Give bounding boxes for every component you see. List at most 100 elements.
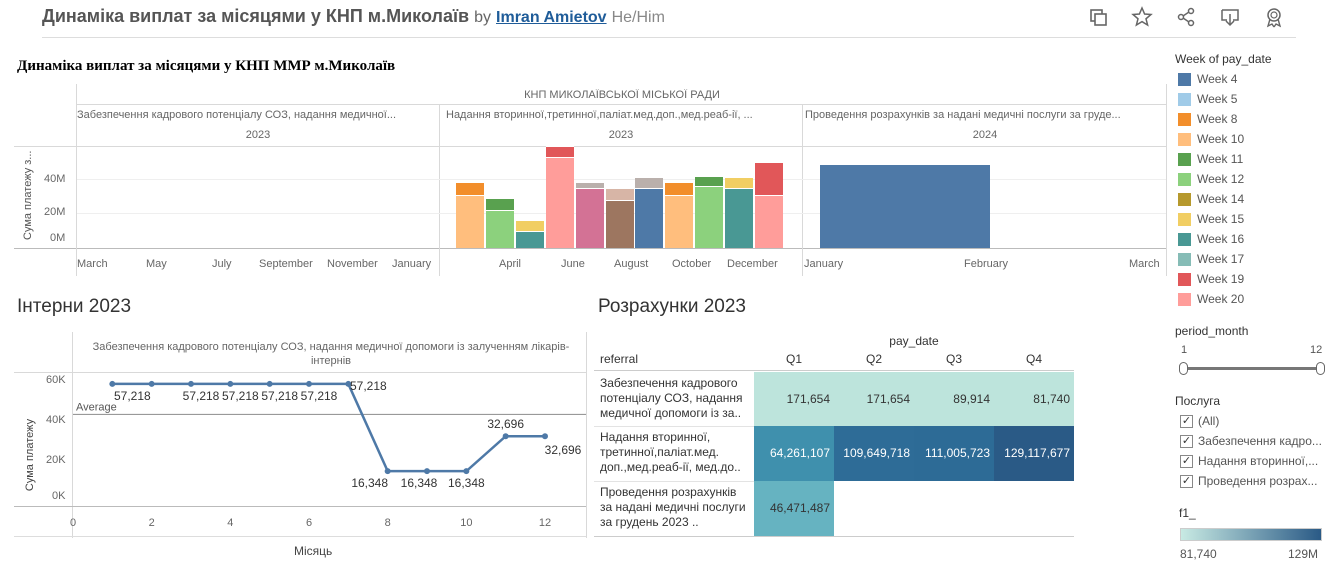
legend-item-week-11[interactable]: Week 11 (1178, 152, 1328, 168)
legend-swatch (1178, 193, 1191, 206)
bar-6-segment-1[interactable] (605, 199, 634, 248)
settlements-title: Розрахунки 2023 (598, 296, 747, 317)
table-cell-r1-q4[interactable]: 81,740 (994, 372, 1074, 426)
interns-point-2[interactable] (148, 380, 155, 387)
pane-2-header: Надання вторинної,третинної,паліат.мед.д… (446, 109, 753, 121)
legend-swatch (1178, 293, 1191, 306)
author-link[interactable]: Imran Amietov (496, 9, 607, 26)
service-filter-item-4[interactable]: ✓ Проведення розрах... (1180, 474, 1330, 490)
bar-7-segment-2[interactable] (635, 177, 664, 188)
table-cell-r1-q1[interactable]: 171,654 (754, 372, 834, 426)
interns-point-8[interactable] (384, 468, 391, 475)
interns-point-11[interactable] (502, 433, 509, 440)
legend-label: Week 5 (1197, 92, 1238, 106)
legend-item-week-17[interactable]: Week 17 (1178, 252, 1328, 268)
legend-item-week-19[interactable]: Week 19 (1178, 272, 1328, 288)
download-icon[interactable] (1219, 6, 1241, 28)
table-cell-r3-q1[interactable]: 46,471,487 (754, 481, 834, 536)
bar-9-segment-1[interactable] (695, 185, 724, 248)
table-cell-r1-q2[interactable]: 171,654 (834, 372, 914, 426)
bar-7-segment-1[interactable] (635, 187, 664, 248)
bar-3-segment-1[interactable] (515, 230, 544, 248)
badge-icon[interactable] (1263, 6, 1285, 28)
interns-point-10[interactable] (463, 468, 470, 475)
interns-point-7[interactable] (345, 380, 352, 387)
legend-item-week-20[interactable]: Week 20 (1178, 292, 1328, 308)
average-label: Average (76, 401, 117, 413)
interns-point-5[interactable] (266, 380, 273, 387)
interns-point-3[interactable] (188, 380, 194, 387)
bar-5-segment-1[interactable] (575, 187, 604, 248)
bar-11-segment-2[interactable] (755, 161, 783, 195)
color-legend-max: 129M (1288, 547, 1319, 561)
checkbox[interactable]: ✓ (1180, 415, 1193, 428)
bar-2-segment-2[interactable] (485, 197, 514, 211)
bar-8-segment-1[interactable] (665, 194, 694, 248)
legend-item-week-5[interactable]: Week 5 (1178, 92, 1328, 108)
interns-y-tick-60: 60K (46, 374, 66, 386)
interns-point-12[interactable] (542, 433, 548, 440)
pane3-bar-1-segment-1[interactable] (820, 165, 990, 248)
checkbox[interactable]: ✓ (1180, 435, 1193, 448)
table-cell-r2-q1[interactable]: 64,261,107 (754, 426, 834, 481)
legend-item-week-12[interactable]: Week 12 (1178, 172, 1328, 188)
bar-4-segment-1[interactable] (545, 156, 574, 248)
row-label-3: Проведення розрахунків за надані медичні… (600, 485, 746, 529)
bar-8-segment-2[interactable] (665, 182, 694, 195)
table-body: Забезпечення кадрового потенціалу СОЗ, н… (594, 372, 1078, 537)
star-icon[interactable] (1131, 6, 1153, 28)
checkbox[interactable]: ✓ (1180, 455, 1193, 468)
checkbox[interactable]: ✓ (1180, 475, 1193, 488)
period-slider-max-handle[interactable] (1316, 362, 1325, 375)
legend-label: Week 8 (1197, 112, 1238, 126)
legend-label: Week 19 (1197, 272, 1245, 286)
row-header: referral (600, 352, 639, 366)
row-divider-2 (594, 481, 754, 482)
table-cell-r1-q3[interactable]: 89,914 (914, 372, 994, 426)
interns-point-label-7: 57,218 (350, 379, 387, 393)
table-cell-r2-q4[interactable]: 129,117,677 (994, 426, 1074, 481)
color-legend-min: 81,740 (1180, 547, 1217, 561)
legend-item-week-15[interactable]: Week 15 (1178, 212, 1328, 228)
interns-x-baseline (14, 506, 586, 507)
bar-11-segment-1[interactable] (755, 194, 783, 248)
interns-point-1[interactable] (109, 380, 116, 387)
x-tick-february: February (964, 258, 1009, 270)
bar-10-segment-2[interactable] (725, 177, 754, 188)
x-tick-august: August (614, 258, 649, 270)
table-cell-r2-q3[interactable]: 111,005,723 (914, 426, 994, 481)
interns-bottom-line (14, 536, 586, 537)
bar-1-segment-2[interactable] (456, 182, 484, 195)
duplicate-icon[interactable] (1087, 6, 1109, 28)
interns-y-tick-20: 20K (46, 454, 66, 466)
bar-10-segment-1[interactable] (725, 187, 754, 248)
bar-9-segment-2[interactable] (695, 175, 724, 186)
table-header-line (594, 370, 1074, 371)
legend-item-week-4[interactable]: Week 4 (1178, 72, 1328, 88)
bar-6-segment-2[interactable] (605, 187, 634, 200)
x-tick-january-2: January (804, 258, 844, 270)
interns-point-4[interactable] (227, 380, 234, 387)
pane-divider-1 (439, 104, 440, 276)
service-filter-item-1[interactable]: ✓ (All) (1180, 414, 1330, 430)
interns-point-9[interactable] (424, 468, 430, 475)
interns-point-6[interactable] (306, 380, 312, 387)
legend-item-week-16[interactable]: Week 16 (1178, 232, 1328, 248)
bar-1-segment-1[interactable] (456, 194, 484, 248)
table-cell-r2-q2[interactable]: 109,649,718 (834, 426, 914, 481)
bar-4-segment-2[interactable] (545, 146, 574, 157)
period-slider-track[interactable] (1182, 367, 1322, 370)
legend-item-week-8[interactable]: Week 8 (1178, 112, 1328, 128)
legend-item-week-10[interactable]: Week 10 (1178, 132, 1328, 148)
service-filter-item-2[interactable]: ✓ Забезпечення кадро... (1180, 434, 1330, 450)
service-filter-item-3[interactable]: ✓ Надання вторинної,... (1180, 454, 1330, 470)
bar-5-segment-2[interactable] (575, 182, 604, 188)
share-icon[interactable] (1175, 6, 1197, 28)
period-slider-min-handle[interactable] (1179, 362, 1188, 375)
top-divider (42, 37, 1296, 38)
right-panel: Week of pay_date Week 4 Week 5 Week 8 Week … (1168, 48, 1333, 569)
bar-2-segment-1[interactable] (485, 210, 514, 248)
interns-x-tick-10: 10 (460, 517, 472, 529)
bar-3-segment-2[interactable] (515, 220, 544, 231)
legend-item-week-14[interactable]: Week 14 (1178, 192, 1328, 208)
